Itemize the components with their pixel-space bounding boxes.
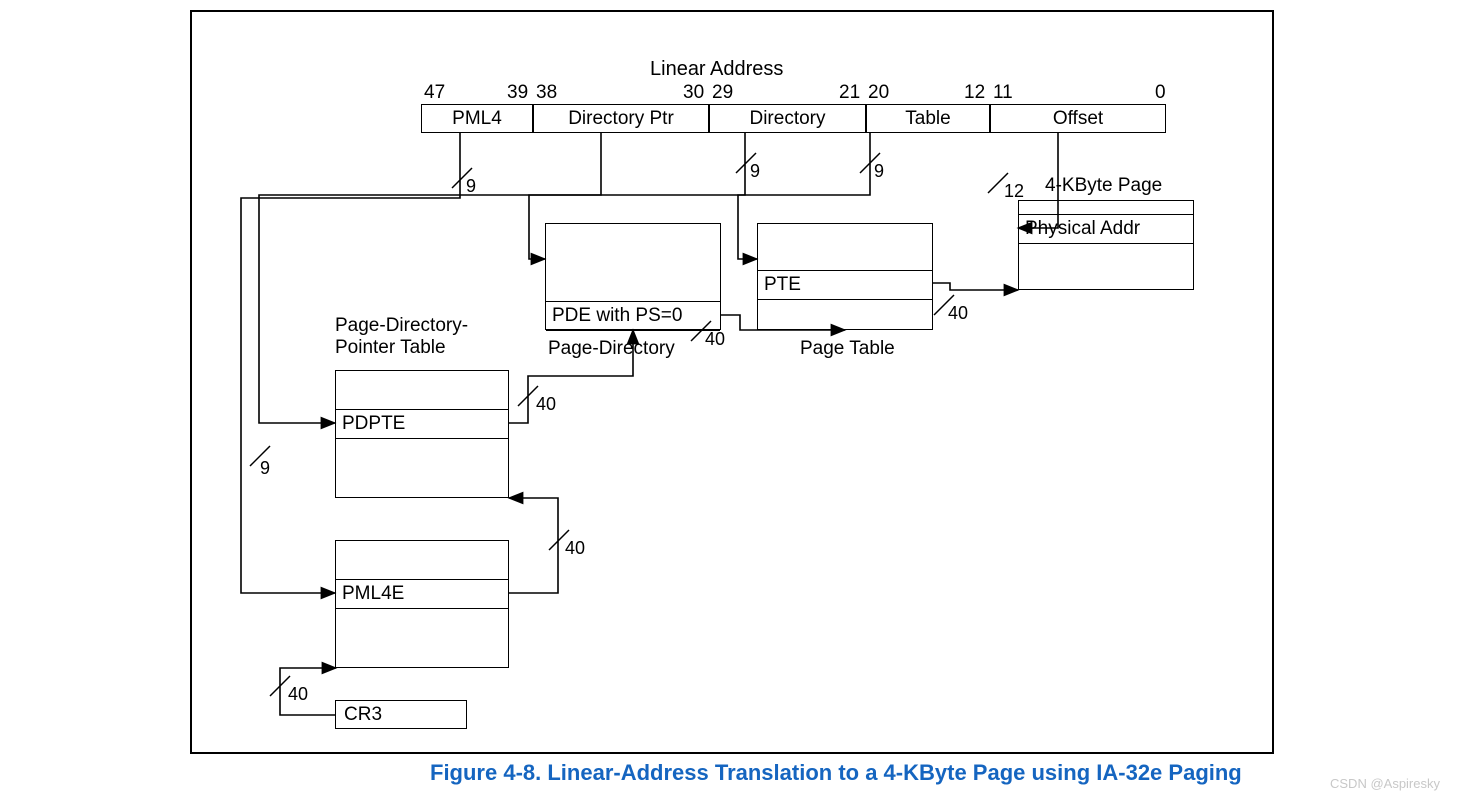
pml4e-to-pdpt	[509, 498, 558, 593]
w9-dirptr-slash	[250, 446, 270, 466]
w40-pde-slash	[691, 321, 711, 341]
arrow-layer	[0, 0, 1460, 800]
pdpte-to-pagedir	[509, 330, 633, 423]
diagram-root: Linear Address 4739383029212012110 PML4D…	[0, 0, 1460, 800]
pte-to-physpage	[933, 283, 1018, 290]
la-dir-to-pagedir	[529, 133, 745, 259]
la-table-to-pt	[738, 133, 870, 259]
w40-pte-slash	[934, 295, 954, 315]
w12-off-slash	[988, 173, 1008, 193]
la-pml4-to-pml4	[241, 133, 460, 593]
la-dirptr-to-pdpt	[259, 133, 601, 423]
w40-pml4e-slash	[549, 530, 569, 550]
pde-to-pagetable	[721, 315, 845, 330]
w9-dir-slash	[736, 153, 756, 173]
w9-pml4-slash	[452, 168, 472, 188]
la-off-to-phys	[1018, 133, 1058, 228]
cr3-to-pml4	[280, 668, 336, 715]
